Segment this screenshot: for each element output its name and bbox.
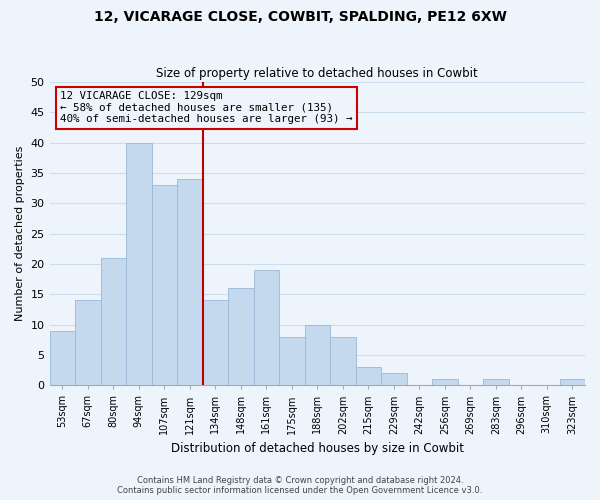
Bar [203,300,228,386]
Title: Size of property relative to detached houses in Cowbit: Size of property relative to detached ho… [157,66,478,80]
Bar [381,373,407,386]
Bar [483,379,509,386]
Text: Contains HM Land Registry data © Crown copyright and database right 2024.
Contai: Contains HM Land Registry data © Crown c… [118,476,482,495]
Bar [50,330,75,386]
Bar [75,300,101,386]
Bar [254,270,279,386]
Bar [330,337,356,386]
Bar [228,288,254,386]
X-axis label: Distribution of detached houses by size in Cowbit: Distribution of detached houses by size … [171,442,464,455]
Text: 12, VICARAGE CLOSE, COWBIT, SPALDING, PE12 6XW: 12, VICARAGE CLOSE, COWBIT, SPALDING, PE… [94,10,506,24]
Bar [560,379,585,386]
Bar [432,379,458,386]
Y-axis label: Number of detached properties: Number of detached properties [15,146,25,322]
Bar [305,324,330,386]
Bar [356,367,381,386]
Text: 12 VICARAGE CLOSE: 129sqm
← 58% of detached houses are smaller (135)
40% of semi: 12 VICARAGE CLOSE: 129sqm ← 58% of detac… [60,91,353,124]
Bar [126,142,152,386]
Bar [279,337,305,386]
Bar [177,179,203,386]
Bar [101,258,126,386]
Bar [152,185,177,386]
